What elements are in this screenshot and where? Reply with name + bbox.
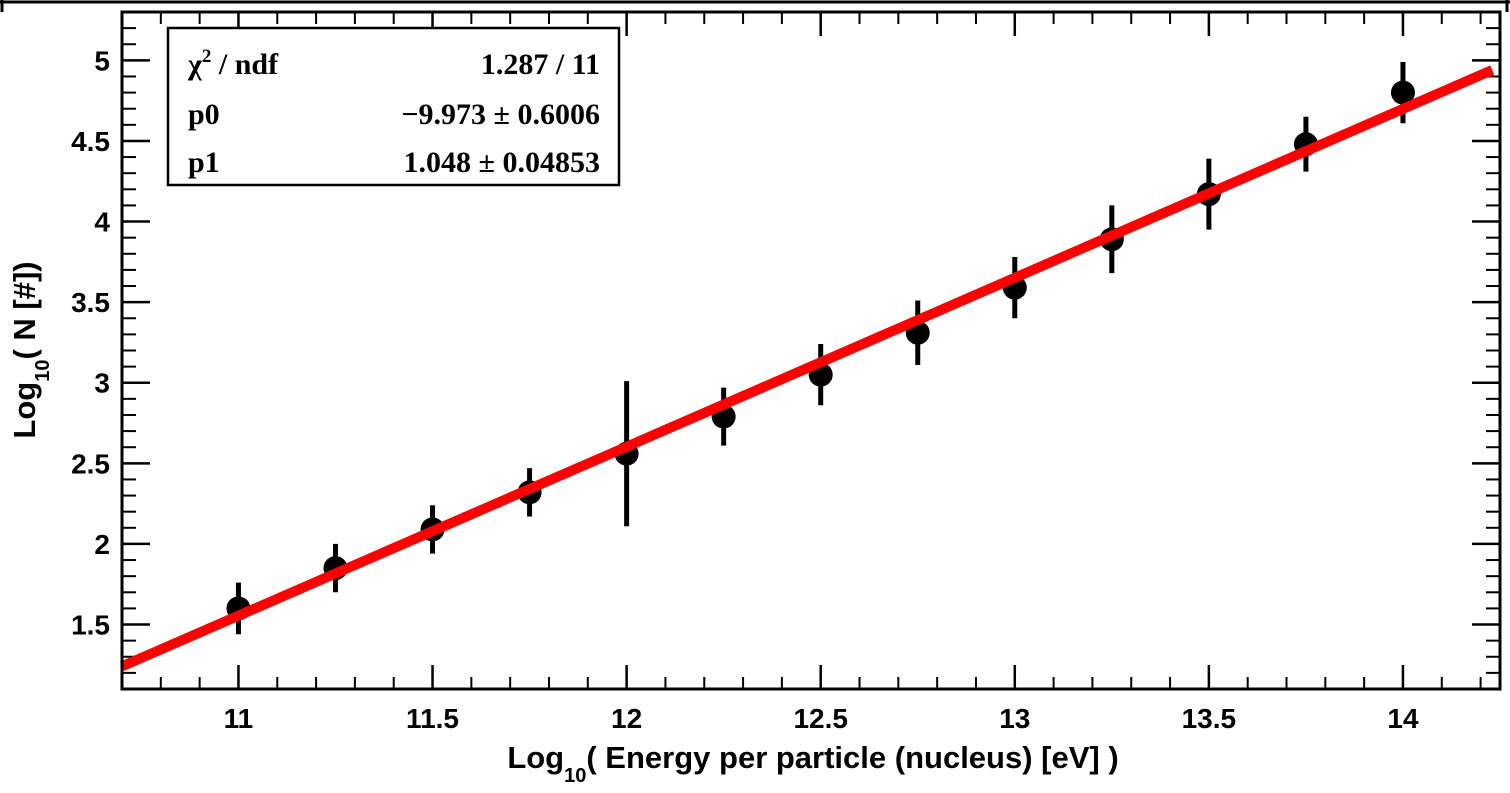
- stats-row-label-rest: / ndf: [211, 48, 279, 81]
- minor-ticks: [121, 11, 1500, 690]
- y-axis-title-prefix: Log: [7, 382, 42, 439]
- x-tick-label: 11.5: [406, 703, 459, 734]
- y-tick-label: 5: [94, 45, 110, 76]
- y-tick-label: 4.5: [71, 126, 110, 157]
- y-axis-title: Log10( N [#]): [7, 261, 54, 438]
- y-tick-label: 3: [94, 368, 110, 399]
- stats-row-label: p1: [188, 146, 220, 179]
- stats-row-label-sup: 2: [202, 46, 212, 67]
- y-tick-label: 2.5: [71, 448, 110, 479]
- stats-row-value: −9.973 ± 0.6006: [401, 98, 600, 131]
- x-tick-labels: 11 11.5 12 12.5 13 13.5 14: [224, 703, 1419, 734]
- y-tick-labels: 1.5 2 2.5 3 3.5 4 4.5 5: [71, 45, 110, 640]
- y-tick-label: 1.5: [71, 610, 110, 641]
- stats-row-label: χ2 / ndf: [187, 46, 279, 81]
- fit-statistics-box: χ2 / ndf 1.287 / 11 p0 −9.973 ± 0.6006 p1 1.0…: [166, 26, 621, 187]
- x-axis-title-prefix: Log: [507, 740, 564, 775]
- x-axis-title: Log10( Energy per particle (nucleus) [eV…: [507, 740, 1118, 787]
- y-tick-label: 4: [94, 207, 110, 238]
- major-ticks: [122, 12, 1500, 689]
- stats-row-value: 1.048 ± 0.04853: [404, 146, 600, 179]
- x-axis-title-text: ( Energy per particle (nucleus) [eV] ): [586, 740, 1118, 775]
- x-tick-label: 12: [611, 703, 642, 734]
- x-axis-title-subscript: 10: [564, 765, 586, 787]
- stats-row-label: p0: [188, 98, 220, 131]
- y-tick-label: 2: [94, 529, 110, 560]
- x-tick-label: 13.5: [1182, 703, 1237, 734]
- x-tick-label: 12.5: [793, 703, 848, 734]
- y-axis-title-text: ( N [#]): [7, 261, 42, 359]
- data-point: [1390, 80, 1415, 105]
- fit-layer: [120, 65, 1495, 671]
- fit-line: [120, 65, 1495, 671]
- stats-row-label-main: p1: [188, 146, 220, 179]
- y-tick-label: 3.5: [71, 287, 110, 318]
- stats-row-label-main: p0: [188, 98, 220, 131]
- stats-row-label-main: χ: [187, 48, 203, 81]
- stats-row-value: 1.287 / 11: [481, 48, 600, 81]
- plot-frame: [120, 10, 1502, 691]
- y-axis-title-subscript: 10: [32, 360, 54, 382]
- stats-box-border: [166, 26, 621, 187]
- x-tick-label: 11: [224, 703, 254, 734]
- x-tick-label: 13: [999, 703, 1030, 734]
- x-tick-label: 14: [1387, 703, 1419, 734]
